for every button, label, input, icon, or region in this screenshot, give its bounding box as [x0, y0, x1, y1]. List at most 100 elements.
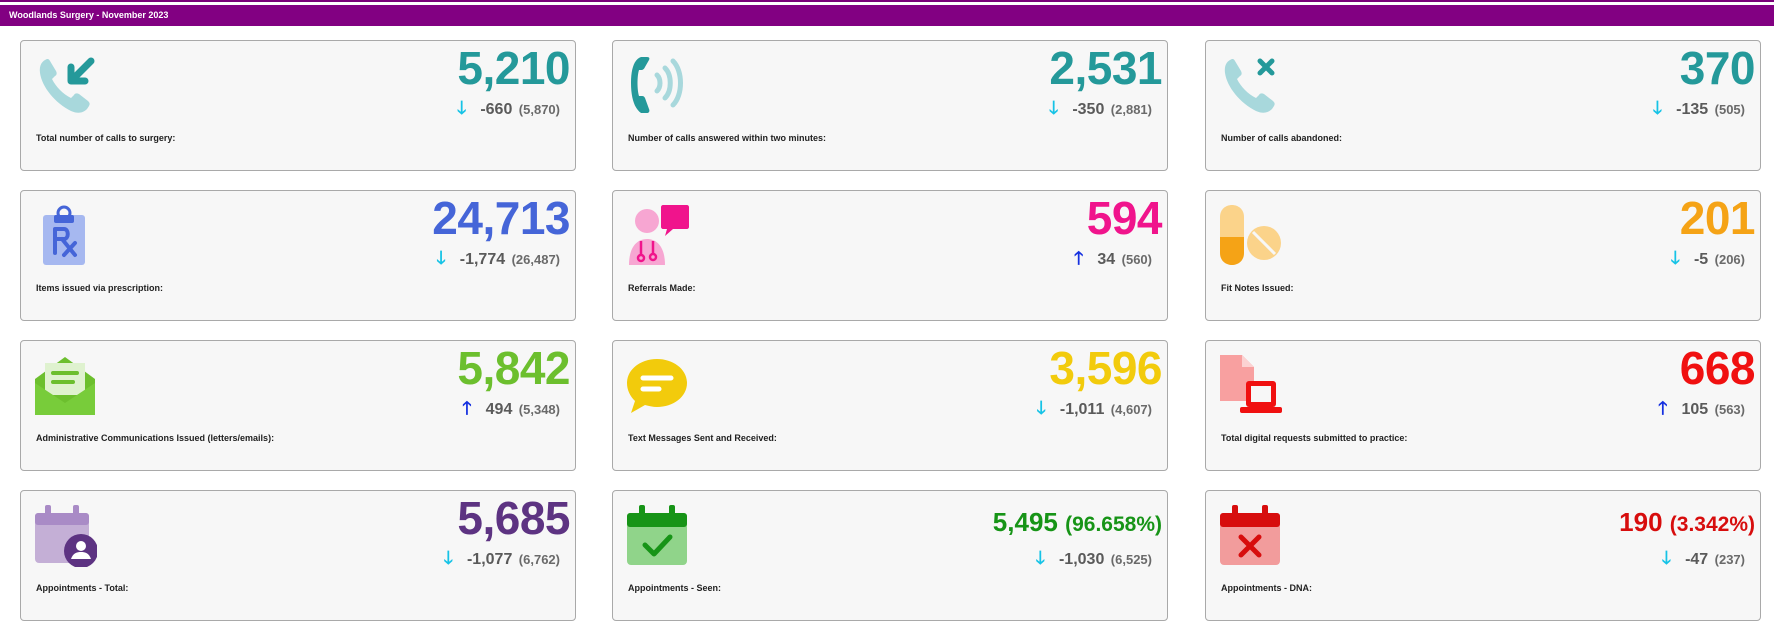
arrow-down-icon: 🡓	[1036, 398, 1046, 418]
metric-value: 594	[1086, 192, 1163, 244]
metric-change: 🡓 -1,077 (6,762)	[444, 548, 560, 570]
change-value: -1,030	[1058, 551, 1105, 568]
metric-value: 5,685	[457, 492, 570, 544]
card-digital-requests[interactable]: 668 🡑 105 (563) Total digital requests su…	[1205, 340, 1761, 471]
card-appointments-seen[interactable]: 5,495 (96.658%) 🡓 -1,030 (6,525) Appointm…	[612, 490, 1168, 621]
metric-change: 🡓 -1,774 (26,487)	[436, 248, 560, 270]
metric-value: 5,842	[457, 342, 570, 394]
change-value: -1,774	[459, 251, 506, 268]
metric-label: Total digital requests submitted to prac…	[1221, 433, 1408, 443]
previous-value: (2,881)	[1110, 102, 1152, 117]
card-prescription-items[interactable]: 24,713 🡓 -1,774 (26,487) Items issued via…	[20, 190, 576, 321]
metric-change: 🡑 105 (563)	[1658, 398, 1745, 420]
document-laptop-icon	[1218, 353, 1282, 417]
arrow-down-icon: 🡓	[456, 98, 467, 118]
open-envelope-icon	[33, 353, 97, 417]
metric-label: Total number of calls to surgery:	[36, 133, 176, 143]
change-value: -135	[1676, 101, 1709, 118]
previous-value: (237)	[1714, 552, 1745, 567]
previous-value: (206)	[1714, 252, 1745, 267]
metric-change: 🡓 -135 (505)	[1653, 98, 1745, 120]
page-title-bar: Woodlands Surgery - November 2023	[0, 5, 1774, 26]
arrow-up-icon: 🡑	[1074, 248, 1084, 268]
pills-icon	[1218, 203, 1282, 267]
metric-change: 🡑 34 (560)	[1074, 248, 1152, 270]
metric-value: 190 (3.342%)	[1619, 507, 1755, 540]
metric-value: 2,531	[1049, 42, 1162, 94]
metric-label: Text Messages Sent and Received:	[628, 433, 777, 443]
card-text-messages[interactable]: 3,596 🡓 -1,011 (4,607) Text Messages Sent…	[612, 340, 1168, 471]
metric-change: 🡓 -1,030 (6,525)	[1036, 548, 1152, 570]
prescription-clipboard-icon	[33, 203, 97, 267]
metric-value: 201	[1679, 192, 1756, 244]
arrow-down-icon: 🡓	[1670, 248, 1680, 268]
metric-value: 24,713	[432, 192, 570, 244]
arrow-down-icon: 🡓	[443, 548, 453, 568]
value-number: 5,495	[992, 507, 1058, 537]
metric-label: Fit Notes Issued:	[1221, 283, 1294, 293]
arrow-up-icon: 🡑	[1658, 398, 1668, 418]
change-value: -47	[1685, 551, 1709, 568]
metric-label: Administrative Communications Issued (le…	[36, 433, 275, 443]
card-appointments-total[interactable]: 5,685 🡓 -1,077 (6,762) Appointments - Tot…	[20, 490, 576, 621]
metric-change: 🡓 -660 (5,870)	[457, 98, 560, 120]
arrow-down-icon: 🡓	[1652, 98, 1663, 118]
previous-value: (26,487)	[511, 252, 560, 267]
change-value: -660	[480, 101, 513, 118]
metric-label: Items issued via prescription:	[36, 283, 164, 293]
change-value: -1,011	[1059, 401, 1105, 418]
previous-value: (505)	[1714, 102, 1745, 117]
card-total-calls[interactable]: 5,210 🡓 -660 (5,870) Total number of call…	[20, 40, 576, 171]
metric-change: 🡓 -1,011 (4,607)	[1036, 398, 1152, 420]
previous-value: (5,348)	[518, 402, 560, 417]
metric-label: Appointments - DNA:	[1221, 583, 1312, 593]
metric-change: 🡓 -47 (237)	[1662, 548, 1745, 570]
arrow-down-icon: 🡓	[1035, 548, 1045, 568]
calendar-cross-icon	[1218, 503, 1282, 567]
metric-label: Appointments - Seen:	[628, 583, 722, 593]
incoming-call-icon	[33, 53, 97, 117]
metric-value: 3,596	[1049, 342, 1162, 394]
change-value: -5	[1693, 251, 1709, 268]
change-value: 494	[485, 401, 513, 418]
card-fit-notes[interactable]: 201 🡓 -5 (206) Fit Notes Issued:	[1205, 190, 1761, 321]
previous-value: (6,762)	[518, 552, 560, 567]
value-number: 190	[1619, 507, 1663, 537]
metric-label: Referrals Made:	[628, 283, 696, 293]
change-value: 105	[1681, 401, 1709, 418]
previous-value: (4,607)	[1110, 402, 1152, 417]
metric-label: Number of calls abandoned:	[1221, 133, 1343, 143]
arrow-down-icon: 🡓	[1661, 548, 1672, 568]
card-admin-communications[interactable]: 5,842 🡑 494 (5,348) Administrative Commun…	[20, 340, 576, 471]
metric-value: 668	[1679, 342, 1756, 394]
card-appointments-dna[interactable]: 190 (3.342%) 🡓 -47 (237) Appointments - D…	[1205, 490, 1761, 621]
metric-change: 🡓 -5 (206)	[1671, 248, 1745, 270]
card-calls-answered[interactable]: 2,531 🡓 -350 (2,881) Number of calls answ…	[612, 40, 1168, 171]
missed-call-icon	[1218, 53, 1282, 117]
previous-value: (560)	[1121, 252, 1152, 267]
previous-value: (5,870)	[518, 102, 560, 117]
metric-value: 5,210	[457, 42, 570, 94]
card-referrals[interactable]: 594 🡑 34 (560) Referrals Made:	[612, 190, 1168, 321]
metric-value: 5,495 (96.658%)	[993, 507, 1162, 540]
page-title: Woodlands Surgery - November 2023	[9, 10, 169, 20]
arrow-up-icon: 🡑	[462, 398, 472, 418]
value-percent: (3.342%)	[1669, 513, 1755, 536]
card-calls-abandoned[interactable]: 370 🡓 -135 (505) Number of calls abandone…	[1205, 40, 1761, 171]
calendar-check-icon	[625, 503, 689, 567]
top-border	[0, 0, 1774, 2]
chat-bubble-icon	[625, 353, 689, 417]
previous-value: (6,525)	[1110, 552, 1152, 567]
arrow-down-icon: 🡓	[436, 248, 446, 268]
metric-value: 370	[1679, 42, 1756, 94]
ringing-phone-icon	[625, 53, 689, 117]
value-percent: (96.658%)	[1065, 513, 1162, 536]
change-value: -350	[1072, 101, 1105, 118]
metric-label: Appointments - Total:	[36, 583, 129, 593]
doctor-speech-icon	[625, 203, 689, 267]
metric-change: 🡓 -350 (2,881)	[1049, 98, 1152, 120]
previous-value: (563)	[1714, 402, 1745, 417]
change-value: -1,077	[466, 551, 513, 568]
metric-label: Number of calls answered within two minu…	[628, 133, 827, 143]
change-value: 34	[1097, 251, 1116, 268]
